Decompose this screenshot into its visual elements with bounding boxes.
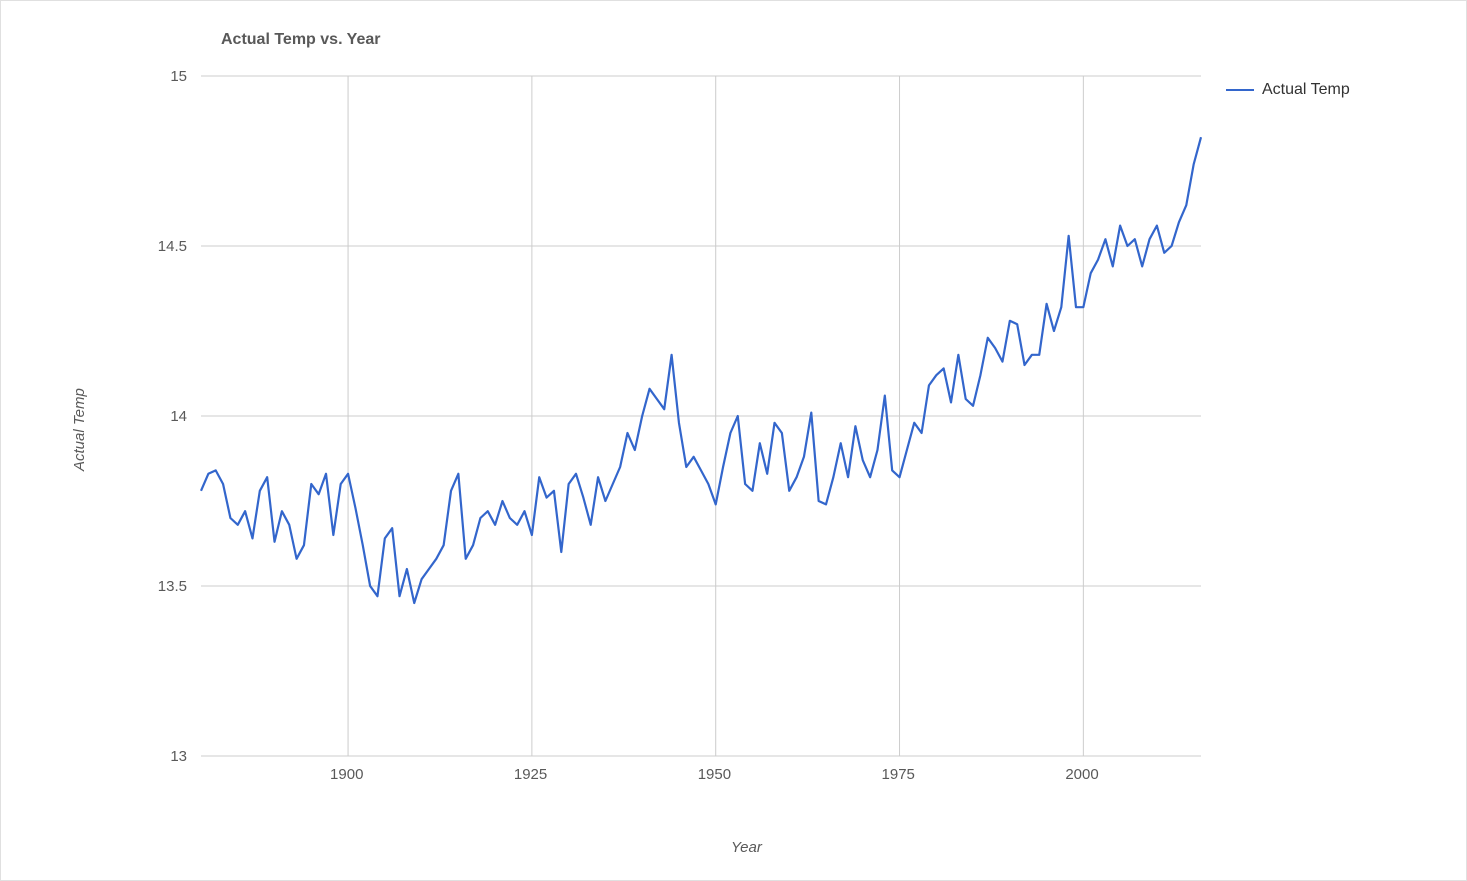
x-axis-label: Year (731, 839, 762, 856)
y-tick-label: 14.5 (158, 238, 187, 255)
plot-area (201, 76, 1201, 756)
chart-title: Actual Temp vs. Year (221, 31, 380, 49)
data-line (201, 137, 1201, 603)
legend: Actual Temp (1226, 81, 1350, 99)
legend-line (1226, 89, 1254, 91)
x-tick-label: 1925 (514, 766, 547, 783)
chart-container: Actual Temp vs. Year Actual Temp Year Ac… (0, 0, 1467, 881)
x-tick-label: 1900 (330, 766, 363, 783)
x-tick-label: 1950 (698, 766, 731, 783)
y-tick-label: 13 (170, 748, 187, 765)
legend-label: Actual Temp (1262, 81, 1350, 99)
y-axis-label: Actual Temp (71, 388, 88, 471)
x-tick-label: 2000 (1065, 766, 1098, 783)
y-tick-label: 13.5 (158, 578, 187, 595)
x-tick-label: 1975 (882, 766, 915, 783)
y-tick-label: 14 (170, 408, 187, 425)
y-tick-label: 15 (170, 68, 187, 85)
